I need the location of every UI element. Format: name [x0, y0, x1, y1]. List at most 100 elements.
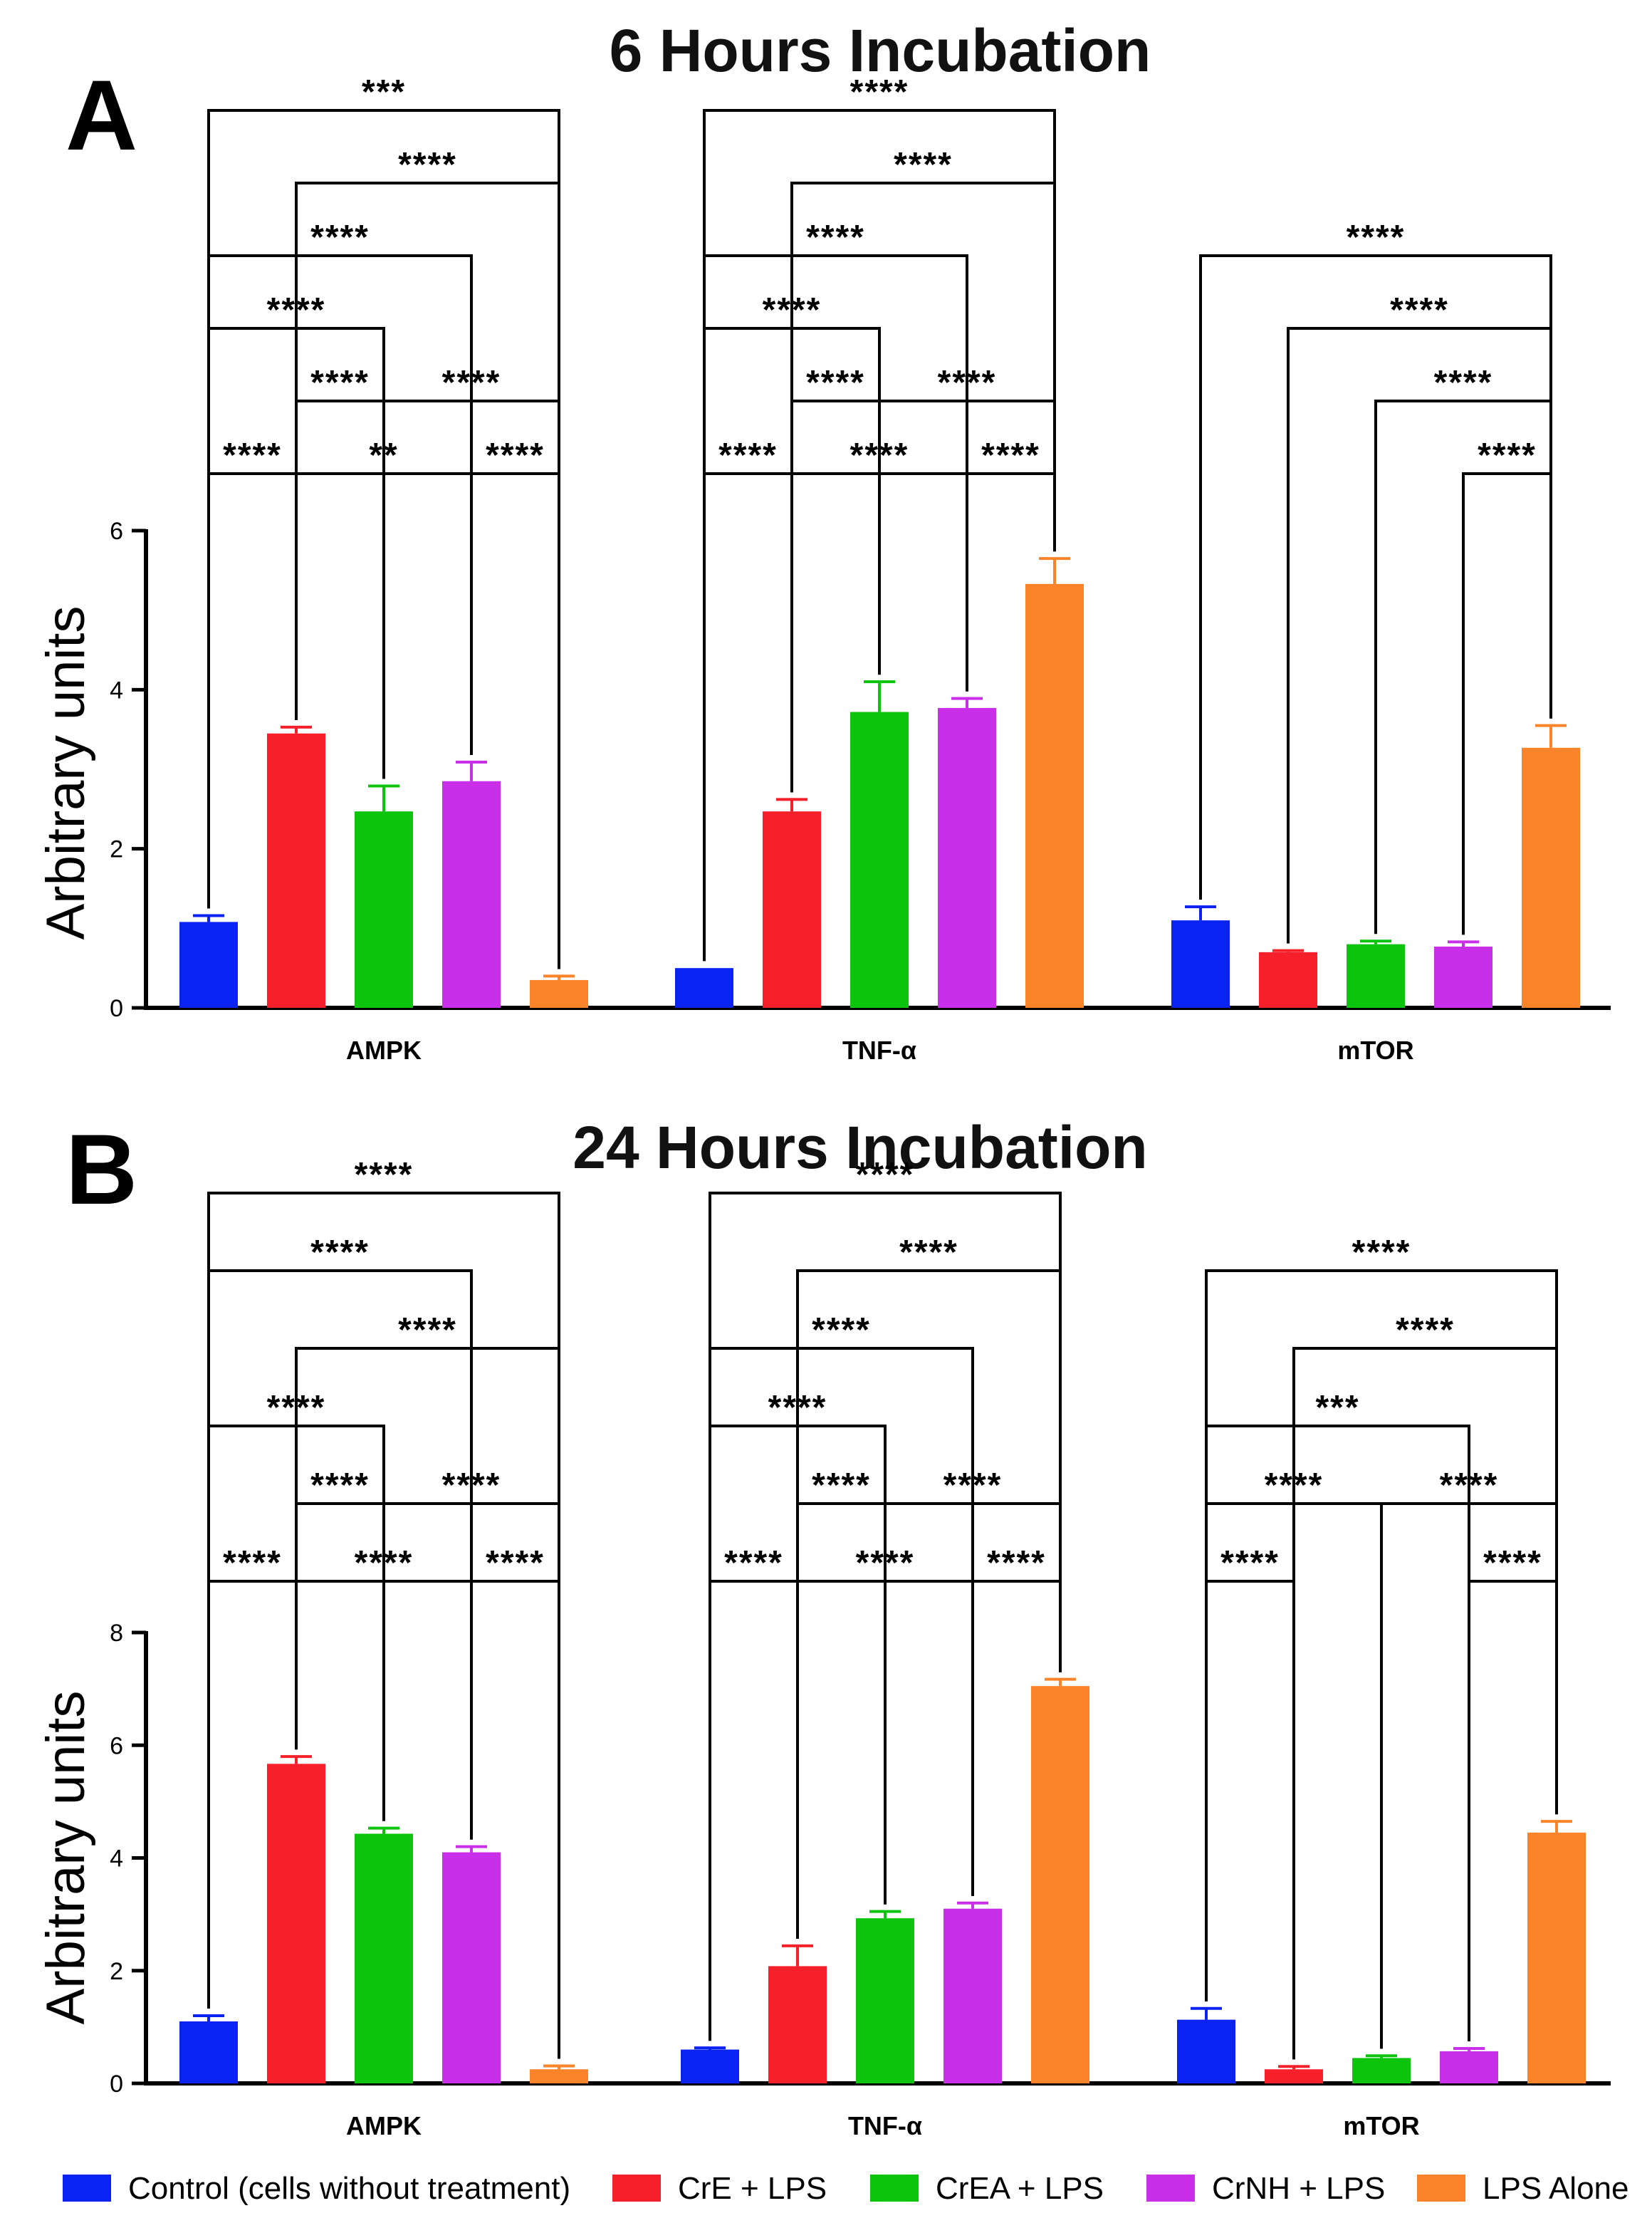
panel-a-significance-label: ****: [806, 219, 865, 256]
panel-b-significance-label: ****: [223, 1544, 282, 1582]
panel-b-significance-bracket: [709, 1347, 974, 2041]
panel-a-y-tick-label: 6: [110, 518, 123, 545]
panel-a-significance-label: ****: [850, 73, 909, 111]
panel-b-category-label: mTOR: [1343, 2111, 1419, 2140]
panel-a-significance-label: ****: [894, 146, 953, 184]
panel-a-significance-label: ****: [398, 146, 457, 184]
panel-a-bar: [530, 979, 588, 1008]
panel-a-category-label: AMPK: [346, 1036, 422, 1065]
panel-a-significance-label: ***: [362, 73, 406, 111]
panel-b-significance-bracket: [1205, 1425, 1470, 2041]
legend-label: LPS Alone: [1483, 2171, 1629, 2206]
panel-b-significance-label: ****: [987, 1544, 1046, 1582]
legend-swatch: [1146, 2175, 1195, 2202]
panel-b-bar: [442, 1852, 501, 2083]
panel-a-significance-label: ****: [981, 437, 1040, 474]
panel-b-significance-bracket: [709, 1192, 1062, 2041]
legend-label: CrE + LPS: [678, 2171, 827, 2206]
panel-b-bar: [355, 1833, 413, 2083]
panel-b-significance-label: ****: [724, 1544, 783, 1582]
panel-b-category-label: TNF-α: [848, 2111, 922, 2140]
panel-b-significance-label: ****: [1220, 1544, 1280, 1582]
panel-b-bar: [1527, 1832, 1586, 2083]
panel-a-significance-label: ****: [806, 364, 865, 402]
panel-b-bar: [1440, 2051, 1498, 2083]
panel-b-y-tick-label: 8: [110, 1620, 123, 1647]
panel-b-significance-bracket: [796, 1269, 1062, 1939]
panel-b-bar: [530, 2069, 588, 2083]
panel-a-significance-label: ****: [486, 437, 545, 474]
panel-b-category-label: AMPK: [346, 2111, 422, 2140]
panel-a-bar: [179, 922, 238, 1008]
panel-b-significance-label: ****: [1483, 1544, 1542, 1582]
panel-a-significance-label: ****: [1347, 219, 1406, 256]
panel-a-bar: [1522, 747, 1580, 1008]
panel-b-significance-brackets: **** **** ******** ************************…: [207, 1156, 1558, 2060]
panel-b-bar: [768, 1966, 827, 2083]
panel-a-significance-bracket: [295, 182, 560, 969]
panel-b-significance-label: ****: [1396, 1311, 1455, 1349]
panel-a-bar: [938, 708, 996, 1008]
panel-a-significance-brackets: **** ** ******** *********************** ***…: [207, 73, 1552, 969]
panel-b-significance-bracket: [207, 1192, 560, 2059]
panel-a-y-tick-label: 2: [110, 836, 123, 863]
panel-b-significance-label: ****: [486, 1544, 545, 1582]
panel-b-title: 24 Hours Incubation: [573, 1114, 1147, 1181]
panel-a-significance-label: ****: [310, 219, 370, 256]
panel-a-y-tick-label: 0: [110, 995, 123, 1022]
legend: Control (cells without treatment) CrE + L…: [63, 2171, 1629, 2206]
panel-a-significance-bracket: [1199, 254, 1552, 900]
panel-b-y-tick-label: 2: [110, 1958, 123, 1985]
panel-a-category-label: TNF-α: [842, 1036, 916, 1065]
panel-b-significance-bracket: [1205, 1269, 1558, 2001]
panel-b-significance-label: ****: [398, 1311, 457, 1349]
panel-a-significance-bracket: [1287, 327, 1552, 944]
panel-b-bar: [1352, 2058, 1411, 2083]
panel-a-significance-label: ****: [1478, 437, 1537, 474]
panel-b-bar: [1265, 2069, 1323, 2083]
panel-b-bar: [267, 1764, 325, 2083]
panel-a-bar: [1025, 583, 1084, 1008]
legend-swatch: [612, 2175, 661, 2202]
panel-a-significance-label: ****: [310, 364, 370, 402]
panel-a-category-label: mTOR: [1337, 1036, 1413, 1065]
panel-b-significance-label: ****: [355, 1156, 414, 1194]
legend-swatch: [63, 2175, 111, 2202]
panel-b-y-tick-label: 6: [110, 1732, 123, 1759]
panel-a-significance-label: ****: [223, 437, 282, 474]
panel-b-significance-bracket: [207, 1269, 473, 2009]
panel-a-significance-bracket: [790, 182, 1056, 793]
panel-a-bar: [1171, 920, 1230, 1008]
panel-b-bar: [943, 1908, 1002, 2083]
legend-swatch: [1417, 2175, 1465, 2202]
panel-b-bar: [1177, 2019, 1235, 2083]
panel-a-significance-bracket: [703, 109, 1056, 962]
panel-a-y-tick-label: 4: [110, 677, 123, 704]
legend-label: CrNH + LPS: [1212, 2171, 1385, 2206]
panel-a-bar: [267, 733, 325, 1008]
panel-b-significance-label: ***: [1315, 1389, 1359, 1427]
panel-b-significance-label: ****: [310, 1467, 370, 1504]
panel-a-bar: [1347, 944, 1405, 1008]
panel-a-bar: [850, 712, 909, 1008]
panel-a-bar: [1259, 952, 1317, 1008]
panel-b-significance-label: ****: [812, 1311, 871, 1349]
panel-b-significance-label: ****: [856, 1156, 915, 1194]
panel-letter-b: B: [66, 1113, 137, 1225]
panel-b-significance-label: ****: [812, 1467, 871, 1504]
panel-b-significance-bracket: [1292, 1347, 1558, 2060]
panel-a-significance-label: ****: [718, 437, 778, 474]
panel-a-significance-bracket: [207, 254, 473, 909]
panel-b-significance-label: ****: [1352, 1234, 1411, 1271]
panel-b-y-tick-label: 0: [110, 2071, 123, 2098]
panel-b-bar: [179, 2021, 238, 2083]
legend-label: Control (cells without treatment): [128, 2171, 570, 2206]
panel-a-bar: [763, 811, 821, 1008]
panel-b-significance-bracket: [295, 1347, 560, 2059]
panel-b-significance-bracket: [1205, 1580, 1295, 2060]
panel-a-y-axis-title: Arbitrary units: [36, 606, 96, 940]
panel-a-significance-bracket: [703, 254, 968, 962]
panel-b-y-tick-label: 4: [110, 1845, 123, 1873]
